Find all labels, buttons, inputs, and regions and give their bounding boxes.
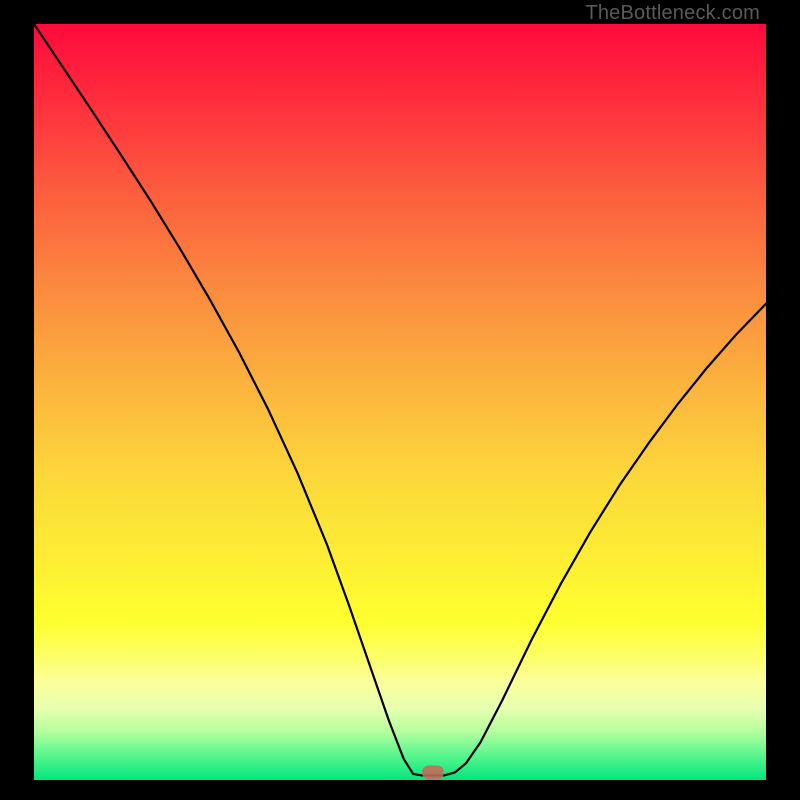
watermark-text: TheBottleneck.com bbox=[585, 2, 760, 25]
chart-frame: TheBottleneck.com bbox=[0, 0, 800, 800]
optimal-point-marker bbox=[422, 765, 444, 779]
chart-background bbox=[34, 24, 766, 780]
chart-svg bbox=[0, 0, 800, 800]
